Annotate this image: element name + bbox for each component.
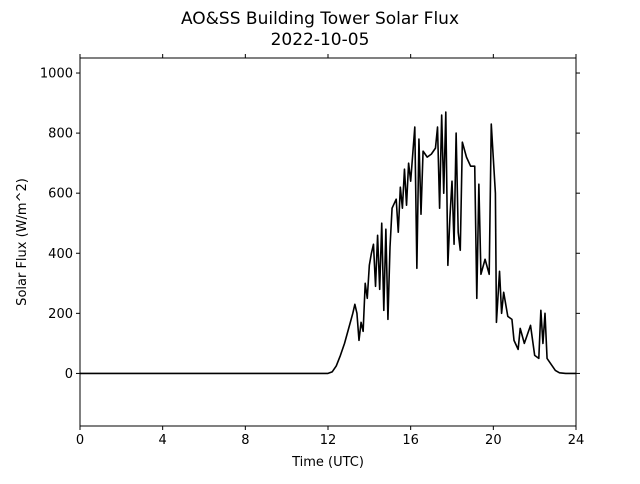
chart-subtitle: 2022-10-05 bbox=[271, 30, 370, 50]
y-tick-label: 1000 bbox=[40, 67, 73, 82]
x-tick-label: 24 bbox=[568, 433, 585, 448]
x-tick-label: 8 bbox=[241, 433, 249, 448]
y-tick-label: 400 bbox=[48, 247, 73, 262]
x-tick-label: 16 bbox=[402, 433, 419, 448]
y-tick-label: 200 bbox=[48, 307, 73, 322]
chart-title: AO&SS Building Tower Solar Flux bbox=[181, 9, 459, 29]
x-tick-label: 0 bbox=[76, 433, 84, 448]
x-tick-label: 20 bbox=[485, 433, 502, 448]
x-tick-label: 4 bbox=[159, 433, 167, 448]
y-tick-label: 600 bbox=[48, 187, 73, 202]
y-tick-label: 0 bbox=[65, 367, 73, 382]
data-line bbox=[80, 111, 576, 375]
x-tick-label: 12 bbox=[320, 433, 337, 448]
y-tick-label: 800 bbox=[48, 127, 73, 142]
x-axis-label: Time (UTC) bbox=[291, 455, 364, 470]
y-axis-label: Solar Flux (W/m^2) bbox=[15, 178, 30, 306]
plot-frame bbox=[79, 57, 577, 427]
